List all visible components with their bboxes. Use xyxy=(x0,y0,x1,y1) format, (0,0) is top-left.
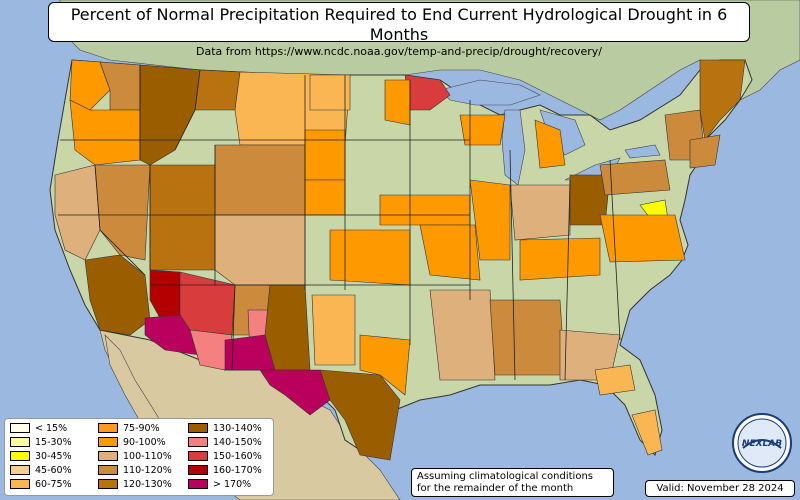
legend-item: 160-170% xyxy=(188,464,262,477)
region-kansas xyxy=(329,229,411,286)
legend-swatch xyxy=(188,436,208,447)
region-iowa xyxy=(379,194,471,226)
legend-label: 45-60% xyxy=(35,465,72,476)
legend-swatch xyxy=(10,478,30,489)
legend-swatch xyxy=(10,422,30,433)
region-southern-new-england xyxy=(689,134,721,169)
region-florida-panhandle xyxy=(594,364,636,396)
legend-item: 75-90% xyxy=(98,422,160,435)
legend-swatch xyxy=(98,436,118,447)
legend-label: 75-90% xyxy=(123,423,160,434)
legend-swatch xyxy=(98,422,118,433)
note-line-2: for the remainder of the month xyxy=(417,483,574,494)
region-minnesota-south xyxy=(384,79,411,126)
logo-text: NEXLAB xyxy=(742,439,782,449)
region-kentucky-tennessee xyxy=(519,237,601,281)
legend-item: 90-100% xyxy=(98,436,166,449)
legend-swatch xyxy=(188,450,208,461)
legend-label: 160-170% xyxy=(213,465,262,476)
region-illinois xyxy=(469,179,511,261)
legend-label: < 15% xyxy=(35,423,68,434)
note-line-1: Assuming climatological conditions xyxy=(417,471,593,482)
region-southern-california xyxy=(84,254,151,336)
legend-item: 150-160% xyxy=(188,450,262,463)
legend-item: 140-150% xyxy=(188,436,262,449)
legend-item: 100-110% xyxy=(98,450,172,463)
legend-label: 15-30% xyxy=(35,437,72,448)
title-box: Percent of Normal Precipitation Required… xyxy=(48,2,750,58)
legend-item: > 170% xyxy=(188,478,252,491)
assumption-note: Assuming climatological conditions for t… xyxy=(411,468,614,497)
region-texas-central xyxy=(319,369,401,461)
region-indiana-ohio xyxy=(509,184,571,241)
state-borders xyxy=(58,65,621,381)
region-colorado xyxy=(214,214,306,286)
legend-label: 110-120% xyxy=(123,465,172,476)
region-texas-panhandle xyxy=(311,294,356,366)
legend-swatch xyxy=(98,464,118,475)
legend-label: 140-150% xyxy=(213,437,262,448)
legend-swatch xyxy=(10,464,30,475)
region-south-dakota xyxy=(304,129,346,181)
legend-swatch xyxy=(98,450,118,461)
map-title: Percent of Normal Precipitation Required… xyxy=(70,5,728,44)
region-new-england xyxy=(699,59,746,141)
lake-ontario xyxy=(624,144,661,159)
region-michigan xyxy=(534,119,566,169)
legend-label: 130-140% xyxy=(213,423,262,434)
region-montana-west xyxy=(194,69,241,111)
region-nebraska xyxy=(304,179,346,216)
lake-superior xyxy=(439,79,541,106)
legend-label: 150-160% xyxy=(213,451,262,462)
legend-item: 120-130% xyxy=(98,478,172,491)
region-north-dakota xyxy=(309,74,351,111)
region-new-mexico-east xyxy=(264,284,311,371)
legend: < 15% 15-30% 30-45% 45-60% 60-75% 75-90%… xyxy=(4,418,274,496)
legend-swatch xyxy=(10,436,30,447)
legend-swatch xyxy=(10,450,30,461)
legend-label: 60-75% xyxy=(35,479,72,490)
region-pennsylvania xyxy=(599,159,671,196)
legend-swatch xyxy=(188,422,208,433)
legend-label: > 170% xyxy=(213,479,252,490)
legend-item: 30-45% xyxy=(10,450,72,463)
nexlab-logo: NEXLAB xyxy=(732,413,792,473)
region-texas-east xyxy=(359,334,411,396)
legend-item: 110-120% xyxy=(98,464,172,477)
legend-item: 15-30% xyxy=(10,436,72,449)
valid-date: Valid: November 28 2024 xyxy=(645,480,795,497)
region-wyoming xyxy=(214,144,306,216)
region-arkansas-louisiana xyxy=(429,289,496,381)
legend-label: 120-130% xyxy=(123,479,172,490)
legend-label: 100-110% xyxy=(123,451,172,462)
legend-swatch xyxy=(188,464,208,475)
region-wisconsin xyxy=(459,114,506,146)
legend-label: 90-100% xyxy=(123,437,166,448)
region-missouri xyxy=(419,224,481,281)
region-virginia xyxy=(599,214,686,263)
legend-swatch xyxy=(98,478,118,489)
legend-item: 60-75% xyxy=(10,478,72,491)
legend-label: 30-45% xyxy=(35,451,72,462)
region-mississippi-alabama xyxy=(489,299,566,376)
region-south-florida xyxy=(631,409,663,456)
legend-swatch xyxy=(188,478,208,489)
region-utah xyxy=(149,164,216,271)
drought-regions xyxy=(54,59,746,461)
legend-item: 130-140% xyxy=(188,422,262,435)
map-subtitle: Data from https://www.ncdc.noaa.gov/temp… xyxy=(196,45,602,58)
region-washington-coast xyxy=(69,59,111,111)
legend-item: < 15% xyxy=(10,422,68,435)
legend-item: 45-60% xyxy=(10,464,72,477)
